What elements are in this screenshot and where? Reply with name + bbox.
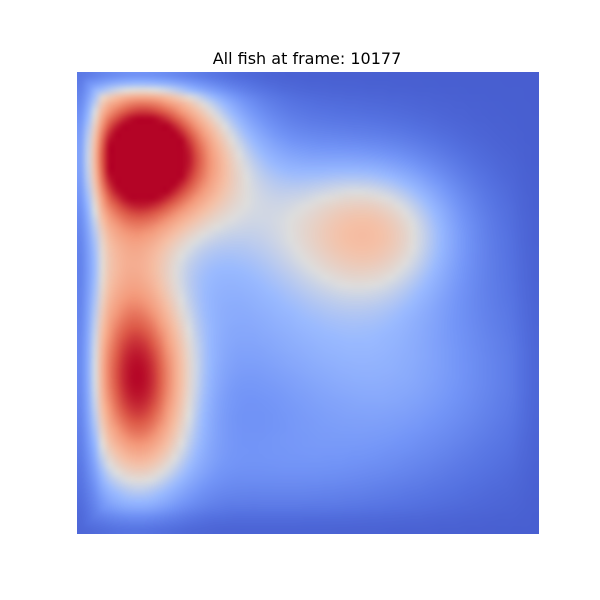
chart-title: All fish at frame: 10177 [213, 49, 402, 68]
heatmap-image [77, 72, 539, 534]
heatmap-plot-area [77, 72, 539, 534]
